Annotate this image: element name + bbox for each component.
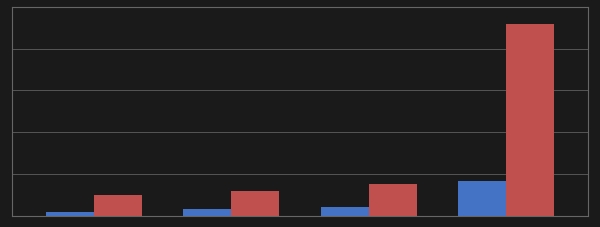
Bar	[320, 207, 368, 216]
Bar	[368, 184, 416, 216]
Bar	[46, 212, 94, 216]
Bar	[506, 24, 554, 216]
Bar	[94, 195, 142, 216]
Bar	[184, 209, 232, 216]
Bar	[458, 181, 506, 216]
Bar	[232, 191, 280, 216]
